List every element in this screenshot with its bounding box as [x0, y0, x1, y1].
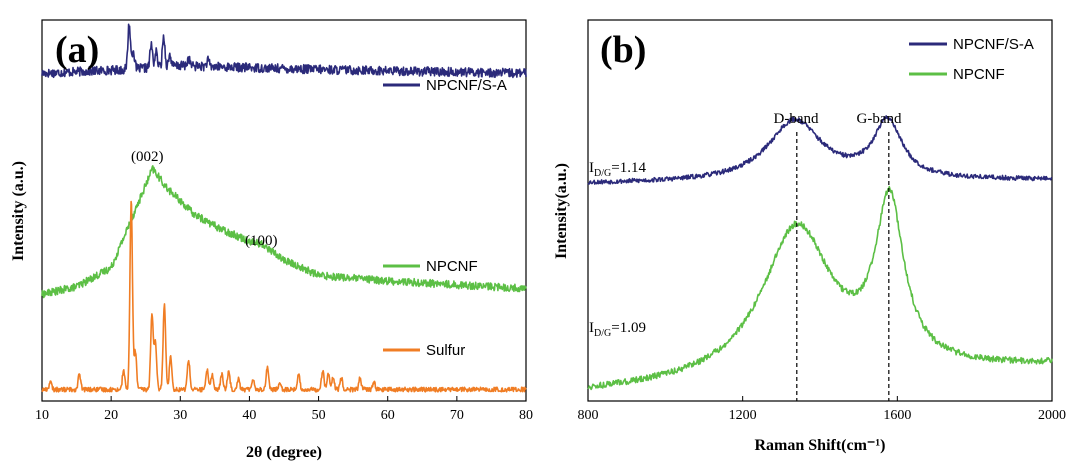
idg-value-2: 1.09: [620, 320, 646, 336]
x-ticks-b: 800 1200 1600 2000: [578, 396, 1066, 423]
x-a-tick-label: 70: [450, 408, 464, 423]
idg-prefix-2: I: [589, 320, 594, 336]
idg-prefix-1: I: [589, 160, 594, 176]
y-axis-label-b: Intensity(a.u.): [553, 163, 570, 259]
panel-label-a: (a): [55, 29, 99, 71]
x-a-tick-label: 20: [104, 408, 118, 423]
legend-label-npcnf-s-a-b: NPCNF/S-A: [953, 36, 1034, 53]
series-layer-a: [41, 23, 527, 393]
panel-label-b: (b): [600, 29, 646, 71]
x-b-tick-label: 800: [578, 408, 599, 423]
annotation-002: (002): [131, 149, 164, 165]
idg-eq-1: =: [611, 160, 619, 176]
legend-label-npcnf-a: NPCNF: [426, 258, 478, 275]
idg-value-1: 1.14: [620, 160, 647, 176]
x-axis-label-a: 2θ (degree): [246, 444, 322, 461]
x-a-tick-label: 10: [35, 408, 49, 423]
legend-a: NPCNF/S-A NPCNF Sulfur: [383, 77, 507, 359]
series-line-sulfur: [41, 200, 527, 393]
idg-eq-2: =: [611, 320, 619, 336]
x-ticks-a: 10 20 30 40 50 60 70 80: [35, 396, 533, 423]
x-a-tick-label: 30: [173, 408, 187, 423]
idg-ratio-npcnf: ID/G=1.09: [589, 320, 646, 339]
x-a-tick-label: 60: [381, 408, 395, 423]
plot-frame-b: [587, 19, 1053, 402]
x-axis-label-b: Raman Shift(cm⁻¹): [754, 437, 885, 454]
legend-label-npcnf-s-a-a: NPCNF/S-A: [426, 77, 507, 94]
x-a-tick-label: 40: [242, 408, 256, 423]
series-line-npcnf: [41, 165, 527, 299]
panel-a: 10 20 30 40 50 60 70 80 (a) 2θ (degree) Intensi…: [10, 19, 533, 461]
y-axis-label-a: Intensity (a.u.): [10, 161, 27, 261]
x-b-tick-label: 2000: [1038, 408, 1066, 423]
panel-b: 800 1200 1600 2000 (b) Raman Shift(cm⁻¹) In…: [553, 19, 1066, 454]
series-line-npcnf-s-a: [41, 23, 527, 79]
annotation-100: (100): [245, 233, 278, 249]
x-a-tick-label: 50: [312, 408, 326, 423]
legend-b: NPCNF/S-A NPCNF: [909, 36, 1034, 83]
legend-label-npcnf-b: NPCNF: [953, 66, 1005, 83]
series-line-npcnf-s-a: [587, 115, 1053, 185]
idg-sub-2: D/G: [594, 328, 611, 339]
x-b-tick-label: 1600: [883, 408, 911, 423]
series-layer-b: [587, 115, 1053, 391]
band-markers-b: [796, 132, 890, 401]
g-band-label: G-band: [857, 111, 902, 127]
idg-ratio-npcnf-s-a: ID/G=1.14: [589, 160, 646, 179]
series-line-npcnf: [587, 185, 1053, 391]
legend-label-sulfur-a: Sulfur: [426, 342, 465, 359]
x-a-tick-label: 80: [519, 408, 533, 423]
x-b-tick-label: 1200: [729, 408, 757, 423]
d-band-label: D-band: [774, 111, 819, 127]
plot-frame-a: [41, 19, 527, 402]
idg-sub-1: D/G: [594, 168, 611, 179]
